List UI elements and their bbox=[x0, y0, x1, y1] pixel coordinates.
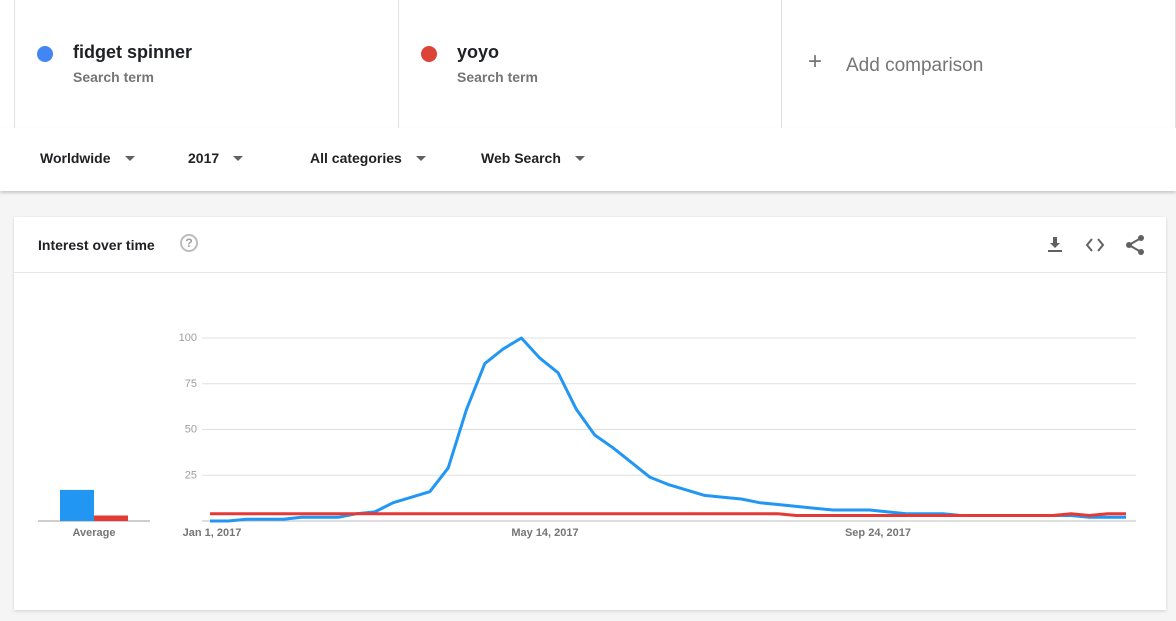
interest-over-time-card: Interest over time ? 25 50 75 bbox=[14, 217, 1166, 610]
average-bar bbox=[60, 489, 94, 521]
help-circle-icon[interactable]: ? bbox=[180, 234, 198, 252]
search-terms-bar: fidget spinner Search term yoyo Search t… bbox=[0, 0, 1176, 129]
add-comparison-button[interactable]: + Add comparison bbox=[781, 0, 1176, 128]
region-dropdown[interactable]: Worldwide bbox=[40, 150, 135, 166]
time-period-value: 2017 bbox=[188, 150, 220, 166]
time-period-dropdown[interactable]: 2017 bbox=[188, 150, 244, 166]
y-tick-label: 100 bbox=[179, 332, 197, 344]
average-bar bbox=[94, 515, 128, 521]
search-term-name[interactable]: fidget spinner bbox=[73, 42, 193, 62]
filter-bar: Worldwide 2017 All categories Web Search bbox=[0, 128, 1176, 191]
series-color-dot-blue bbox=[37, 46, 53, 62]
dropdown-arrow-icon bbox=[124, 155, 135, 161]
interest-over-time-chart[interactable]: 25 50 75 100 Jan 1, 2017 May 14, 2017 Sep 24, … bbox=[14, 217, 1166, 610]
dropdown-arrow-icon bbox=[233, 155, 244, 161]
series-color-dot-red bbox=[421, 46, 437, 62]
plus-icon: + bbox=[808, 48, 823, 75]
card-header: Interest over time ? bbox=[14, 217, 1166, 273]
x-axis-label: Jan 1, 2017 bbox=[183, 527, 242, 539]
embed-code-icon[interactable] bbox=[1083, 233, 1107, 257]
search-term-type: Search term bbox=[73, 69, 154, 85]
search-term-name[interactable]: yoyo bbox=[457, 42, 500, 62]
search-type-dropdown[interactable]: Web Search bbox=[481, 150, 585, 166]
x-axis-label: May 14, 2017 bbox=[511, 527, 578, 539]
category-value: All categories bbox=[310, 150, 402, 166]
dropdown-arrow-icon bbox=[574, 155, 585, 161]
series-line bbox=[210, 512, 1126, 517]
region-value: Worldwide bbox=[40, 150, 111, 166]
category-dropdown[interactable]: All categories bbox=[310, 150, 426, 166]
dropdown-arrow-icon bbox=[415, 155, 426, 161]
add-comparison-label: Add comparison bbox=[846, 55, 984, 76]
search-term-card-2[interactable]: yoyo Search term bbox=[398, 0, 781, 128]
search-term-type: Search term bbox=[457, 69, 538, 85]
average-label: Average bbox=[72, 527, 115, 539]
y-tick-label: 75 bbox=[185, 378, 197, 390]
share-icon[interactable] bbox=[1123, 233, 1147, 257]
search-term-card-1[interactable]: fidget spinner Search term bbox=[14, 0, 398, 128]
y-tick-label: 50 bbox=[185, 424, 197, 436]
download-icon[interactable] bbox=[1043, 233, 1067, 257]
y-tick-label: 25 bbox=[185, 469, 197, 481]
card-title: Interest over time bbox=[38, 237, 155, 253]
search-type-value: Web Search bbox=[481, 150, 561, 166]
x-axis-label: Sep 24, 2017 bbox=[845, 527, 911, 539]
